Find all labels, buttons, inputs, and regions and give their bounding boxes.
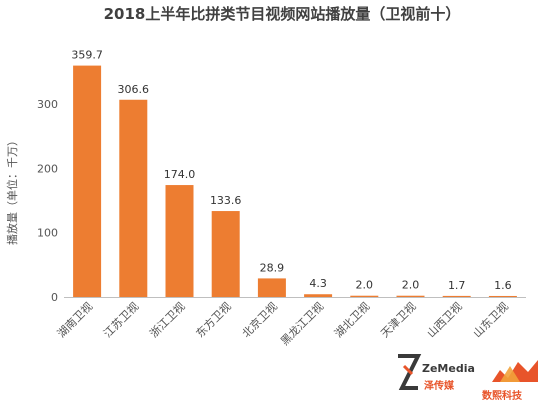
data-label: 174.0 (164, 168, 196, 181)
data-label: 359.7 (71, 49, 103, 62)
y-tick-label: 0 (51, 291, 58, 304)
x-tick-label: 山东卫视 (470, 299, 511, 340)
data-label: 28.9 (260, 261, 285, 274)
x-tick-label: 江苏卫视 (100, 299, 141, 340)
zemedia-sub: 泽传媒 (424, 379, 455, 392)
x-tick-label: 黑龙江卫视 (277, 299, 326, 348)
data-label: 1.6 (494, 279, 512, 292)
data-label: 133.6 (210, 194, 242, 207)
bar-6 (304, 294, 333, 297)
x-tick-label: 浙江卫视 (147, 299, 188, 340)
bar-2 (119, 99, 148, 297)
bar-10 (488, 295, 517, 297)
y-axis: 0 100 200 300 (37, 98, 58, 304)
bar-4 (211, 211, 240, 297)
shuxi-logo: 数熙科技 (482, 360, 538, 402)
bar-3 (165, 185, 194, 297)
x-tick-label: 山西卫视 (424, 299, 465, 340)
data-label: 306.6 (118, 83, 150, 96)
y-tick-label: 100 (37, 227, 58, 240)
x-tick-label: 天津卫视 (378, 299, 419, 340)
data-label: 1.7 (448, 279, 466, 292)
x-tick-label: 北京卫视 (239, 299, 280, 340)
data-label: 4.3 (309, 277, 327, 290)
shuxi-mark-accent-icon (500, 366, 520, 382)
chart-title: 2018上半年比拼类节目视频网站播放量（卫视前十） (104, 5, 461, 23)
zemedia-accent-icon (402, 364, 414, 376)
y-axis-label: 播放量（单位：千万） (5, 135, 19, 245)
bar-9 (442, 295, 471, 297)
data-label: 2.0 (356, 279, 374, 292)
y-tick-label: 200 (37, 162, 58, 175)
data-label: 2.0 (402, 279, 420, 292)
bar-8 (396, 295, 425, 297)
x-tick-label: 湖南卫视 (54, 299, 95, 340)
data-labels: 359.7 306.6 174.0 133.6 28.9 4.3 2.0 2.0 1.7 1.6 (71, 49, 511, 292)
x-tick-label: 湖北卫视 (331, 299, 372, 340)
bar-1 (73, 65, 102, 297)
zemedia-name: ZeMedia (422, 362, 475, 375)
bar-7 (350, 295, 379, 297)
bar-series (73, 65, 517, 297)
y-tick-label: 300 (37, 98, 58, 111)
x-tick-label: 东方卫视 (193, 299, 234, 340)
zemedia-logo: ZeMedia 泽传媒 (398, 354, 475, 392)
shuxi-name: 数熙科技 (482, 389, 523, 402)
bar-5 (257, 278, 286, 297)
